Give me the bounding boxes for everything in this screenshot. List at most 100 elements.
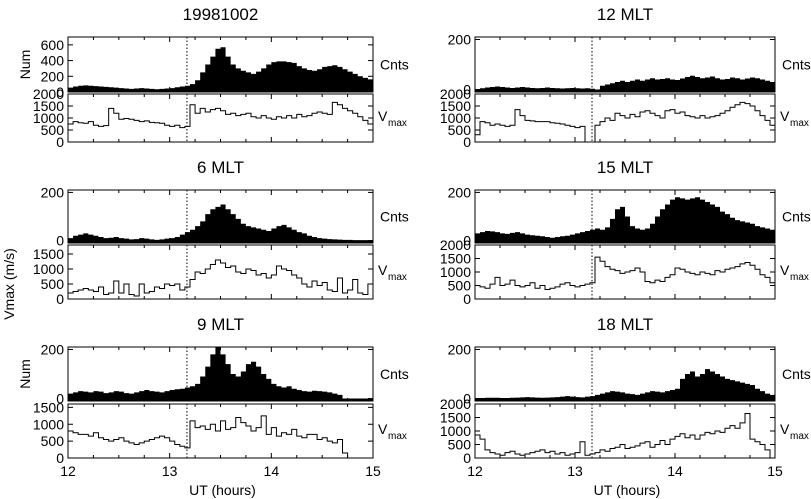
y-tick-label: 0 [463,391,471,407]
counts-right-label: Cnts [782,366,811,382]
y-tick-label: 0 [463,291,471,307]
vmax-histogram [68,101,373,129]
y-tick-label: 500 [41,122,65,138]
counts-right-label: Cnts [380,209,409,225]
y-tick-label: 0 [463,233,471,249]
vmax-right-label: V [780,421,790,437]
vmax-right-label: V [378,421,388,437]
y-tick-label: 500 [448,122,472,138]
x-tick-label: 14 [264,463,280,479]
vmax-histogram [475,412,775,459]
vmax-histogram [68,259,373,297]
y-tick-label: 200 [448,32,472,48]
y-tick-label: 1000 [33,416,64,432]
counts-histogram [475,369,775,401]
y-tick-label: 1500 [440,251,471,267]
vmax-right-label: V [780,262,790,278]
vmax-right-label-subscript: max [790,118,809,129]
counts-panel: 0 200 Cnts [41,184,409,248]
x-axis-label: UT (hours) [189,482,256,498]
y-tick-label: 2000 [33,86,64,102]
y-tick-label: 500 [41,276,65,292]
y-tick-label: 2000 [440,237,471,253]
vmax-right-label-subscript: max [388,272,407,283]
counts-histogram [68,47,373,92]
x-tick-label: 12 [60,463,76,479]
y-tick-label: 1000 [33,261,64,277]
panel-frame [67,93,374,143]
counts-histogram [475,75,775,92]
y-tick-label: 0 [56,84,64,100]
y-tick-label: 1500 [440,98,471,114]
shared-y-axis-label: Vmax (m/s) [1,248,17,320]
chart-title: 19981002 [183,5,259,24]
y-tick-label: 1500 [440,410,471,426]
vmax-histogram [475,256,775,291]
vmax-right-label-subscript: max [790,272,809,283]
y-tick-label: 0 [463,82,471,98]
counts-right-label: Cnts [380,57,409,73]
y-tick-label: 1500 [33,98,64,114]
y-tick-label: 2000 [440,396,471,412]
y-tick-label: 1000 [440,423,471,439]
y-tick-label: 0 [56,450,64,466]
x-tick-label: 12 [467,463,483,479]
y-tick-label: 500 [41,433,65,449]
chart-title: 12 MLT [597,5,653,24]
y-tick-label: 200 [41,341,65,357]
y-tick-label: 1500 [33,399,64,415]
vmax-right-label-subscript: max [388,118,407,129]
chart-title: 6 MLT [197,158,244,177]
y-tick-label: 200 [41,68,65,84]
y-tick-label: 200 [448,184,472,200]
chart-title: 9 MLT [197,315,244,334]
x-tick-label: 13 [567,463,583,479]
y-tick-label: 200 [448,341,472,357]
vmax-right-label-subscript: max [790,431,809,442]
chart-title: 18 MLT [597,315,653,334]
y-tick-label: 500 [448,437,472,453]
y-tick-label: 1000 [440,264,471,280]
y-tick-label: 1000 [440,110,471,126]
y-tick-label: 2000 [440,86,471,102]
counts-panel: 0 200 Cnts [448,32,811,98]
y-tick-label: 0 [463,450,471,466]
counts-right-label: Cnts [782,209,811,225]
y-tick-label: 600 [41,37,65,53]
x-tick-label: 14 [667,463,683,479]
panel-y-label: Num [17,359,33,389]
chart-title: 15 MLT [597,158,653,177]
vmax-right-label: V [378,108,388,124]
vmax-right-label: V [378,262,388,278]
y-tick-label: 0 [56,291,64,307]
counts-histogram [68,204,373,243]
x-tick-label: 15 [767,463,783,479]
y-tick-label: 0 [56,134,64,150]
y-tick-label: 0 [56,391,64,407]
y-tick-label: 0 [463,134,471,150]
x-axis-label: UT (hours) [594,482,661,498]
counts-panel: 0 200 Cnts [448,341,811,406]
x-tick-label: 15 [365,463,381,479]
x-tick-label: 13 [162,463,178,479]
vmax-right-label: V [780,108,790,124]
y-tick-label: 200 [41,184,65,200]
vmax-histogram [475,101,775,143]
y-tick-label: 500 [448,278,472,294]
y-tick-label: 400 [41,53,65,69]
y-tick-label: 1500 [33,246,64,262]
counts-right-label: Cnts [782,57,811,73]
counts-right-label: Cnts [380,366,409,382]
